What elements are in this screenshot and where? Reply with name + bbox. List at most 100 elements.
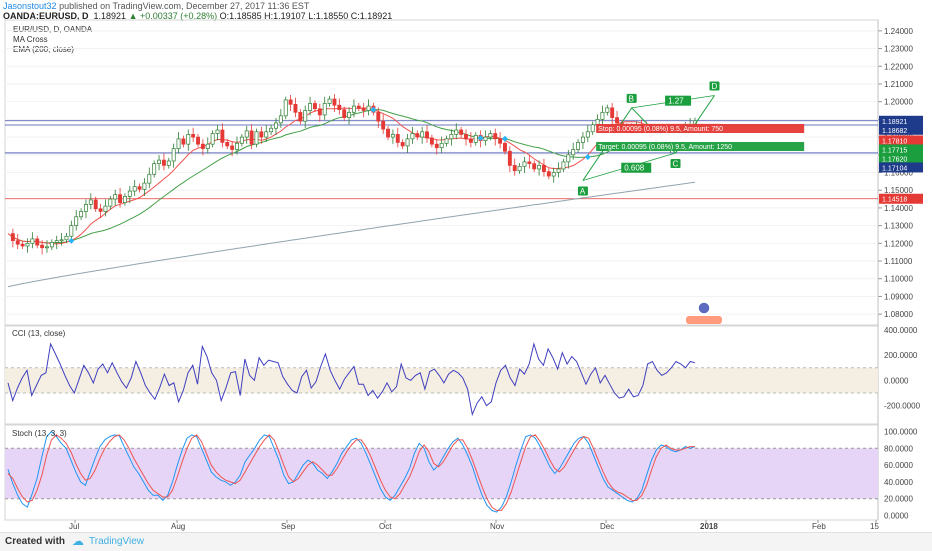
time-tick-label: 15 [870, 522, 879, 531]
candle-body [522, 161, 527, 167]
time-tick-label: Aug [171, 522, 185, 531]
stoch-d-line [7, 434, 695, 511]
ma-fast-path [7, 107, 696, 245]
stoch-title[interactable]: Stoch (13, 3, 3) [12, 429, 67, 438]
candle-body [600, 111, 605, 120]
candle-body [181, 138, 186, 145]
price-scale-badge [879, 162, 923, 173]
candle-body [527, 161, 532, 164]
position-label-box [596, 124, 805, 134]
candle-body [79, 211, 84, 218]
cci-title[interactable]: CCI (13, close) [12, 329, 66, 338]
legend-symbol[interactable]: EUR/USD, D, OANDA [13, 25, 93, 34]
candle-body [429, 137, 434, 145]
ratio-badge [665, 95, 692, 106]
candle-body [196, 136, 200, 145]
price-tick-label: 1.14000 [884, 204, 913, 213]
legend-ema[interactable]: EMA (200, close) [13, 45, 74, 54]
ohlc-line: OANDA:EURUSD, D 1.18921 ▲ +0.00337 (+0.2… [3, 11, 392, 21]
candle-body [264, 131, 269, 138]
price-scale-value: 1.18921 [882, 119, 907, 126]
stoch-band [5, 448, 878, 499]
candle-body [239, 136, 244, 144]
chart-legend: EUR/USD, D, OANDA MA Cross EMA (200, clo… [13, 25, 92, 55]
position-tool[interactable]: Stop: 0.00095 (0.08%) 9.5, Amount: 750 Op… [596, 123, 805, 152]
candle-body [585, 131, 590, 138]
candle-body [361, 107, 366, 111]
candle-body [610, 107, 615, 118]
candle-body [459, 129, 464, 135]
candle-body [337, 104, 342, 110]
price-y-axis[interactable]: 1.240001.230001.220001.210001.200001.190… [878, 27, 913, 319]
candle-body [468, 138, 473, 143]
ratio-badge [621, 162, 652, 173]
price-tick-label: 1.15000 [884, 186, 913, 195]
candle-body [103, 205, 108, 212]
candle-body [561, 161, 566, 170]
position-label: Open P&L: 0.00000, Qty: 263157 [598, 135, 702, 142]
candle-body [210, 133, 215, 145]
price-scale-badge [879, 193, 923, 204]
close-value: C:1.18921 [350, 11, 393, 21]
candle-body [254, 131, 259, 145]
candle-body [186, 134, 191, 145]
candle-body [590, 124, 595, 133]
legend-ma-cross[interactable]: MA Cross [13, 35, 48, 44]
price-tick-label: 1.24000 [884, 27, 913, 36]
time-tick-label: Oct [379, 522, 392, 531]
candle-body [200, 143, 205, 149]
tradingview-brand[interactable]: TradingView [89, 536, 145, 547]
price-tick-label: 1.10000 [884, 275, 913, 284]
change-arrow-icon: ▲ [128, 11, 138, 21]
symbol-label[interactable]: OANDA:EURUSD, D [3, 11, 89, 21]
price-grid [5, 30, 878, 315]
candle-body [64, 235, 69, 241]
candle-body [566, 154, 571, 163]
price-scale-value: 1.14518 [882, 197, 907, 204]
ma-cross-marker [584, 153, 591, 160]
candle-body [405, 138, 410, 147]
candle-body [278, 115, 283, 124]
event-badge-icon[interactable] [686, 301, 722, 324]
candle-body [293, 103, 298, 113]
pattern-point-badge [626, 93, 637, 103]
ma-cross-markers [68, 106, 664, 244]
ma-cross-lines [7, 107, 696, 245]
candle-body [425, 131, 429, 139]
candle-body [142, 182, 147, 190]
price-scale-badge [879, 115, 923, 126]
candle-body [49, 242, 54, 248]
pattern-point-badge [577, 186, 588, 196]
price-scale-labels: 1.18921 1.18682 1.17810 1.17715 1.17620 1.171… [879, 115, 923, 204]
candle-body [351, 105, 356, 113]
candle-body [118, 194, 123, 203]
candle-body [137, 186, 142, 190]
candle-body [10, 233, 15, 242]
pattern-point-badge [670, 159, 681, 169]
candle-body [473, 134, 478, 143]
candle-body [347, 111, 352, 118]
candle-body [503, 142, 507, 152]
candle-body [74, 216, 79, 226]
stoch-k-line [7, 430, 696, 513]
time-axis[interactable]: Jul Aug Sep Oct Nov Dec 2018 Feb 15 [69, 520, 879, 531]
chart-canvas[interactable]: 1.240001.230001.220001.210001.200001.190… [0, 0, 932, 532]
candle-body [517, 165, 522, 172]
tradingview-logo-icon[interactable]: ☁ [72, 534, 84, 548]
candle-body [88, 199, 93, 205]
candle-body [157, 159, 161, 164]
price-tick-label: 1.16000 [884, 169, 913, 178]
candle-body [546, 171, 551, 177]
pattern-point-label: A [580, 187, 586, 196]
candle-body [298, 111, 303, 122]
position-label: Stop: 0.00095 (0.08%) 9.5, Amount: 750 [598, 126, 723, 133]
candle-body [45, 246, 49, 249]
price-scale-badge [879, 144, 923, 155]
candle-body [269, 127, 274, 133]
candle-body [235, 142, 239, 150]
candle-body [434, 143, 439, 149]
publish-info: published on TradingView.com, December 2… [59, 1, 310, 11]
candle-body [59, 239, 64, 242]
author-link[interactable]: Jasonstout32 [3, 1, 57, 11]
stoch-indicator: 100.0000 80.0000 60.0000 40.0000 20.0000 0.00… [5, 428, 918, 520]
